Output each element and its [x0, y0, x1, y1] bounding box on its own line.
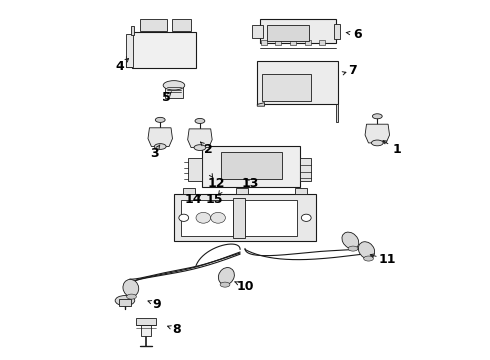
- Text: 7: 7: [348, 64, 357, 77]
- Polygon shape: [257, 103, 265, 106]
- Ellipse shape: [126, 294, 136, 299]
- Bar: [202, 146, 300, 188]
- Bar: [188, 158, 202, 181]
- Text: 1: 1: [392, 143, 401, 156]
- Bar: [252, 25, 263, 38]
- Ellipse shape: [163, 81, 185, 90]
- Text: 6: 6: [353, 28, 362, 41]
- Text: 11: 11: [378, 253, 396, 266]
- Bar: [221, 153, 282, 180]
- Ellipse shape: [195, 118, 205, 123]
- Ellipse shape: [154, 144, 166, 149]
- Polygon shape: [148, 128, 172, 147]
- Bar: [262, 74, 311, 101]
- Text: 8: 8: [172, 323, 181, 336]
- Bar: [305, 40, 311, 45]
- Bar: [295, 188, 307, 194]
- Bar: [172, 19, 191, 31]
- Polygon shape: [188, 129, 212, 148]
- Text: 13: 13: [241, 177, 259, 190]
- Text: 5: 5: [162, 91, 171, 104]
- Bar: [236, 188, 248, 194]
- Bar: [260, 19, 336, 43]
- Bar: [334, 24, 340, 39]
- Ellipse shape: [194, 145, 206, 150]
- Bar: [261, 40, 267, 45]
- Bar: [290, 40, 296, 45]
- Text: 3: 3: [150, 147, 159, 159]
- Ellipse shape: [155, 117, 165, 122]
- Text: 15: 15: [206, 193, 223, 206]
- Ellipse shape: [179, 214, 189, 221]
- Polygon shape: [365, 124, 390, 143]
- Bar: [131, 26, 134, 35]
- Bar: [233, 198, 245, 238]
- Ellipse shape: [220, 282, 230, 287]
- Ellipse shape: [211, 212, 225, 223]
- Bar: [141, 325, 151, 336]
- Bar: [267, 25, 309, 41]
- Bar: [300, 158, 311, 181]
- Ellipse shape: [219, 267, 234, 285]
- Ellipse shape: [301, 214, 311, 221]
- Text: 12: 12: [208, 177, 225, 190]
- Bar: [174, 194, 316, 241]
- Polygon shape: [336, 104, 338, 122]
- Ellipse shape: [342, 232, 359, 249]
- Ellipse shape: [196, 212, 211, 223]
- Bar: [136, 318, 156, 325]
- Text: 4: 4: [116, 60, 124, 73]
- Ellipse shape: [364, 256, 373, 261]
- Text: 2: 2: [204, 143, 213, 156]
- Text: 10: 10: [236, 280, 254, 293]
- Text: 9: 9: [152, 298, 161, 311]
- Ellipse shape: [371, 140, 383, 146]
- Bar: [319, 40, 325, 45]
- Polygon shape: [126, 34, 133, 67]
- Bar: [119, 299, 131, 306]
- Bar: [275, 40, 281, 45]
- Text: 14: 14: [185, 193, 202, 206]
- Ellipse shape: [348, 246, 358, 251]
- Bar: [245, 200, 296, 236]
- Ellipse shape: [372, 114, 382, 119]
- Bar: [183, 188, 195, 194]
- Ellipse shape: [358, 242, 375, 259]
- Bar: [165, 85, 183, 98]
- Bar: [257, 61, 338, 104]
- Ellipse shape: [115, 296, 135, 306]
- Bar: [140, 19, 167, 31]
- Bar: [132, 32, 196, 68]
- Ellipse shape: [123, 279, 139, 297]
- Bar: [181, 200, 233, 236]
